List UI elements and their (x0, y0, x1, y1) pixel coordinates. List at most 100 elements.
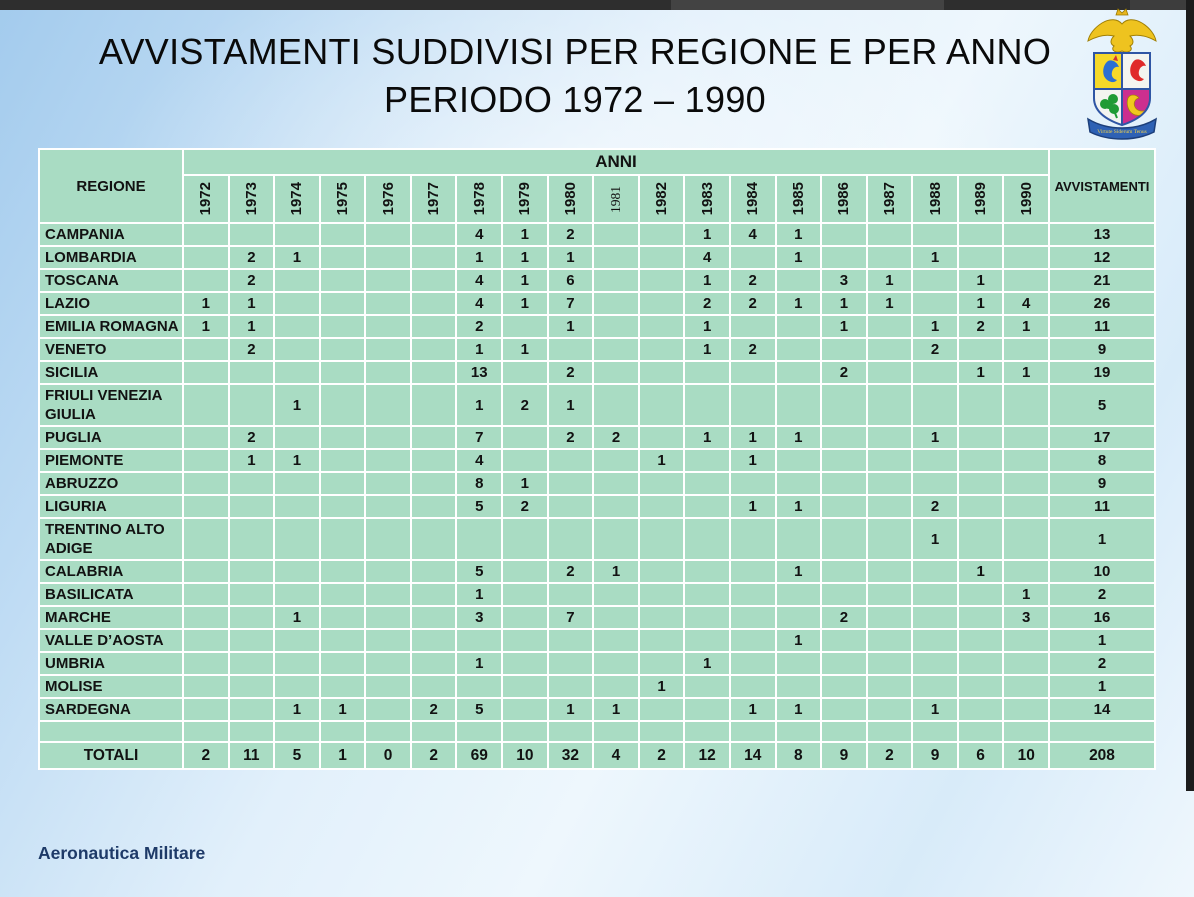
spacer-row-y1977 (409, 720, 458, 743)
row-calabria-y1989: 1 (956, 559, 1005, 584)
spacer-row-y1987 (865, 720, 914, 743)
row-veneto-total: 9 (1048, 337, 1156, 362)
row-calabria-y1973 (227, 559, 276, 584)
row-liguria-y1974 (273, 494, 321, 519)
row-veneto-y1974 (273, 337, 321, 362)
row-trentino-alto-adige-y1987 (865, 517, 914, 561)
row-umbria-y1988 (911, 651, 959, 676)
row-lazio: LAZIO 1 1 4 1 7 2 2 1 1 1 1 4 26 (38, 291, 1156, 316)
titlebar-right-segment (1130, 0, 1194, 10)
year-header-1987: 1987 (865, 174, 914, 224)
row-puglia-y1990 (1002, 425, 1050, 450)
row-piemonte-y1978: 4 (455, 448, 504, 473)
row-valle-d-aosta-y1983 (683, 628, 731, 653)
row-valle-d-aosta-y1984 (728, 628, 777, 653)
spacer-row (38, 720, 1156, 743)
row-umbria-y1972 (182, 651, 230, 676)
row-piemonte-y1990 (1002, 448, 1050, 473)
year-header-1973: 1973 (227, 174, 276, 224)
row-puglia-y1976 (364, 425, 412, 450)
totals-row-region-label: TOTALI (38, 741, 184, 770)
row-emilia-romagna-y1989: 2 (956, 314, 1005, 339)
row-trentino-alto-adige: TRENTINO ALTO ADIGE 1 1 (38, 517, 1156, 561)
spacer-row-y1984 (728, 720, 777, 743)
row-sardegna-y1981: 1 (592, 697, 640, 722)
row-emilia-romagna-y1981 (592, 314, 640, 339)
row-campania-y1988 (911, 222, 959, 247)
row-lombardia-y1973: 2 (227, 245, 276, 270)
row-piemonte-y1979 (501, 448, 549, 473)
row-basilicata-y1990: 1 (1002, 582, 1050, 607)
row-lazio-y1986: 1 (820, 291, 868, 316)
row-sardegna: SARDEGNA 1 1 2 5 1 1 1 1 1 14 (38, 697, 1156, 722)
row-emilia-romagna-total: 11 (1048, 314, 1156, 339)
spacer-row-region-label (38, 720, 184, 743)
row-lazio-y1978: 4 (455, 291, 504, 316)
row-abruzzo-y1981 (592, 471, 640, 496)
row-friuli-venezia-giulia-y1984 (728, 383, 777, 427)
row-liguria-y1978: 5 (455, 494, 504, 519)
row-lombardia-y1985: 1 (774, 245, 823, 270)
row-liguria-y1987 (865, 494, 914, 519)
row-veneto-y1989 (956, 337, 1005, 362)
row-campania: CAMPANIA 4 1 2 1 4 1 13 (38, 222, 1156, 247)
window-titlebar (0, 0, 1194, 10)
row-calabria-y1988 (911, 559, 959, 584)
row-toscana-y1980: 6 (546, 268, 595, 293)
row-umbria-y1977 (409, 651, 458, 676)
row-piemonte-y1984: 1 (728, 448, 777, 473)
row-calabria-y1978: 5 (455, 559, 504, 584)
row-abruzzo-y1980 (546, 471, 595, 496)
row-lazio-y1972: 1 (182, 291, 230, 316)
row-marche-y1986: 2 (820, 605, 868, 630)
row-sicilia-y1978: 13 (455, 360, 504, 385)
row-molise-y1990 (1002, 674, 1050, 699)
row-basilicata-total: 2 (1048, 582, 1156, 607)
row-friuli-venezia-giulia-y1985 (774, 383, 823, 427)
row-calabria-y1981: 1 (592, 559, 640, 584)
row-calabria-y1982 (637, 559, 686, 584)
row-umbria-y1981 (592, 651, 640, 676)
row-marche-y1973 (227, 605, 276, 630)
row-puglia-y1988: 1 (911, 425, 959, 450)
row-umbria-y1987 (865, 651, 914, 676)
row-marche-y1975 (318, 605, 367, 630)
row-trentino-alto-adige-total: 1 (1048, 517, 1156, 561)
row-molise-y1975 (318, 674, 367, 699)
row-sardegna-y1972 (182, 697, 230, 722)
row-friuli-venezia-giulia-y1978: 1 (455, 383, 504, 427)
row-umbria-y1973 (227, 651, 276, 676)
row-marche-y1972 (182, 605, 230, 630)
row-campania-y1983: 1 (683, 222, 731, 247)
row-molise-y1989 (956, 674, 1005, 699)
row-veneto-y1972 (182, 337, 230, 362)
row-lazio-y1980: 7 (546, 291, 595, 316)
row-friuli-venezia-giulia-y1973 (227, 383, 276, 427)
row-veneto-y1990 (1002, 337, 1050, 362)
row-lombardia-y1975 (318, 245, 367, 270)
row-liguria-y1989 (956, 494, 1005, 519)
totals-row-y1974: 5 (273, 741, 321, 770)
row-emilia-romagna-y1986: 1 (820, 314, 868, 339)
totals-row-y1981: 4 (592, 741, 640, 770)
slide-title-line1: AVVISTAMENTI SUDDIVISI PER REGIONE E PER… (98, 31, 1052, 72)
row-lazio-region-label: LAZIO (38, 291, 184, 316)
row-toscana-y1986: 3 (820, 268, 868, 293)
row-sicilia-y1979 (501, 360, 549, 385)
row-lombardia-y1978: 1 (455, 245, 504, 270)
row-toscana-total: 21 (1048, 268, 1156, 293)
row-molise-y1974 (273, 674, 321, 699)
row-toscana-y1974 (273, 268, 321, 293)
row-umbria-y1980 (546, 651, 595, 676)
row-sicilia-y1977 (409, 360, 458, 385)
spacer-row-y1980 (546, 720, 595, 743)
row-sicilia: SICILIA 13 2 2 1 1 19 (38, 360, 1156, 385)
row-emilia-romagna-y1982 (637, 314, 686, 339)
row-campania-y1981 (592, 222, 640, 247)
row-friuli-venezia-giulia-y1980: 1 (546, 383, 595, 427)
row-abruzzo-y1972 (182, 471, 230, 496)
row-umbria-region-label: UMBRIA (38, 651, 184, 676)
spacer-row-y1973 (227, 720, 276, 743)
row-campania-y1985: 1 (774, 222, 823, 247)
row-liguria-y1984: 1 (728, 494, 777, 519)
